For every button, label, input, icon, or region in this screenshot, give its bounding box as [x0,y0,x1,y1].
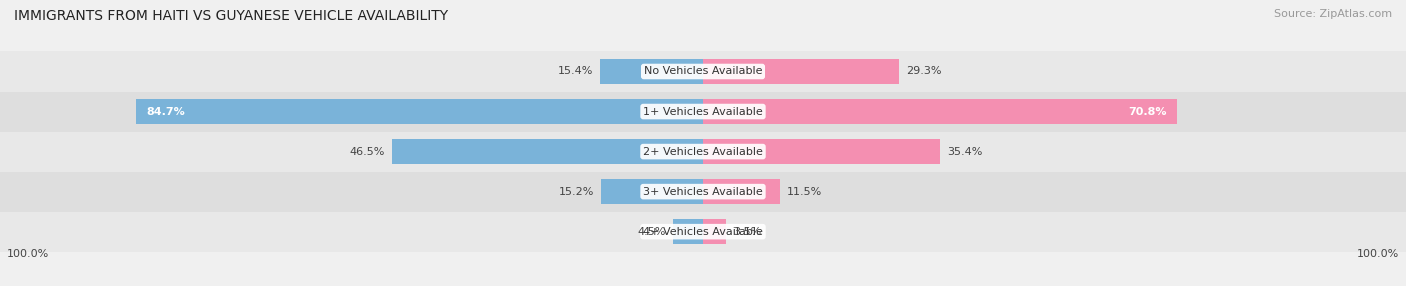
Text: 84.7%: 84.7% [146,107,184,116]
Text: 1+ Vehicles Available: 1+ Vehicles Available [643,107,763,116]
Bar [703,219,727,244]
Text: 11.5%: 11.5% [787,187,823,196]
Bar [0,92,1406,132]
Bar [392,139,703,164]
Text: 3.5%: 3.5% [733,227,762,237]
Text: 46.5%: 46.5% [350,147,385,156]
Text: 100.0%: 100.0% [1357,249,1399,259]
Bar [0,172,1406,212]
Text: 70.8%: 70.8% [1129,107,1167,116]
Text: 35.4%: 35.4% [946,147,981,156]
Bar [0,51,1406,92]
Text: 3+ Vehicles Available: 3+ Vehicles Available [643,187,763,196]
Bar [136,99,703,124]
Text: 15.2%: 15.2% [560,187,595,196]
Bar [0,212,1406,252]
Text: 2+ Vehicles Available: 2+ Vehicles Available [643,147,763,156]
Bar [600,59,703,84]
Text: 4.5%: 4.5% [638,227,666,237]
Text: 100.0%: 100.0% [7,249,49,259]
Bar [703,59,900,84]
Text: 15.4%: 15.4% [558,67,593,76]
Text: 4+ Vehicles Available: 4+ Vehicles Available [643,227,763,237]
Text: No Vehicles Available: No Vehicles Available [644,67,762,76]
Bar [703,139,941,164]
Text: IMMIGRANTS FROM HAITI VS GUYANESE VEHICLE AVAILABILITY: IMMIGRANTS FROM HAITI VS GUYANESE VEHICL… [14,9,449,23]
Text: 29.3%: 29.3% [905,67,942,76]
Text: Source: ZipAtlas.com: Source: ZipAtlas.com [1274,9,1392,19]
Bar [703,99,1177,124]
Bar [602,179,703,204]
Bar [673,219,703,244]
Bar [703,179,780,204]
Bar [0,132,1406,172]
